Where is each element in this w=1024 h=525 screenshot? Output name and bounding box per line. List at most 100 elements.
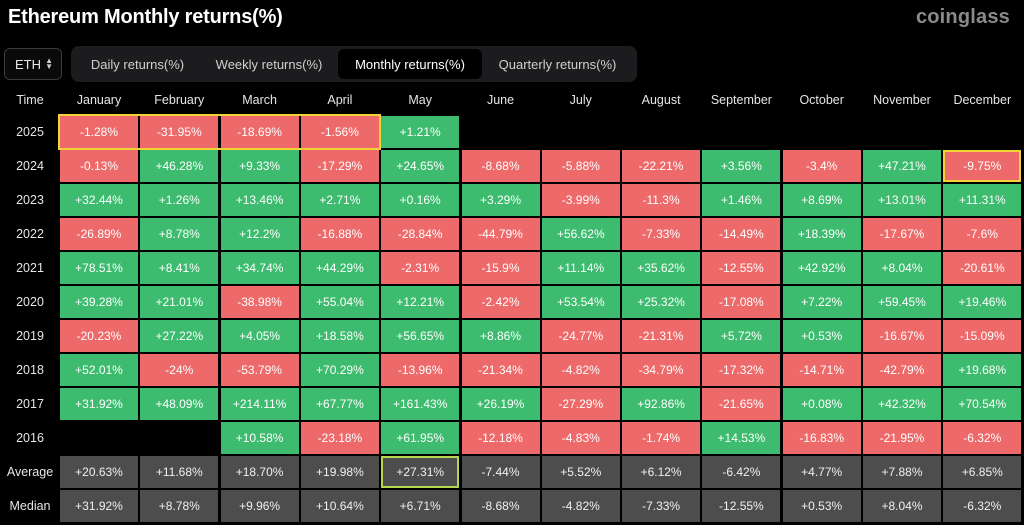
return-cell-2018-june: -21.34% xyxy=(461,354,540,386)
return-cell-2023-october: +8.69% xyxy=(782,184,861,216)
return-cell-2021-november: +8.04% xyxy=(863,252,941,284)
row-label-2016: 2016 xyxy=(16,431,44,445)
return-cell-2018-november: -42.79% xyxy=(863,354,941,386)
return-cell-2017-september: -21.65% xyxy=(702,388,781,420)
return-cell-2019-march: +4.05% xyxy=(220,320,299,352)
return-cell-2019-june: +8.86% xyxy=(461,320,540,352)
return-cell-2017-march: +214.11% xyxy=(220,388,299,420)
return-cell-2018-october: -14.71% xyxy=(782,354,861,386)
return-cell-2020-march: -38.98% xyxy=(220,286,299,318)
return-cell-2020-september: -17.08% xyxy=(702,286,781,318)
return-cell-2025-may: +1.21% xyxy=(381,116,460,148)
return-cell-2025-february: -31.95% xyxy=(140,116,219,148)
return-cell-2019-may: +56.65% xyxy=(381,320,460,352)
column-header-april: April xyxy=(327,93,353,107)
return-cell-2016-september: +14.53% xyxy=(702,422,781,454)
return-cell-2018-february: -24% xyxy=(140,354,219,386)
return-cell-2018-september: -17.32% xyxy=(702,354,781,386)
return-cell-2024-june: -8.68% xyxy=(461,150,540,182)
tab-monthly-returns[interactable]: Monthly returns(%) xyxy=(338,49,482,79)
return-cell-average-november: +7.88% xyxy=(863,456,941,488)
asset-select[interactable]: ETH ▲ ▼ xyxy=(4,48,62,80)
return-cell-2023-april: +2.71% xyxy=(300,184,379,216)
tab-weekly-returns[interactable]: Weekly returns(%) xyxy=(215,56,323,72)
return-cell-2023-february: +1.26% xyxy=(140,184,219,216)
return-cell-average-august: +6.12% xyxy=(622,456,701,488)
return-cell-2023-august: -11.3% xyxy=(622,184,701,216)
return-cell-2016-june: -12.18% xyxy=(461,422,540,454)
column-header-may: May xyxy=(408,93,432,107)
return-cell-2016-july: -4.83% xyxy=(541,422,620,454)
return-cell-2024-may: +24.65% xyxy=(381,150,460,182)
return-cell-2018-april: +70.29% xyxy=(300,354,379,386)
return-cell-2018-may: -13.96% xyxy=(381,354,460,386)
return-cell-2017-august: +92.86% xyxy=(622,388,701,420)
row-label-median: Median xyxy=(9,499,51,513)
return-cell-2020-october: +7.22% xyxy=(782,286,861,318)
return-cell-median-february: +8.78% xyxy=(140,490,219,522)
return-cell-2021-april: +44.29% xyxy=(300,252,379,284)
return-cell-2022-april: -16.88% xyxy=(300,218,379,250)
row-label-average: Average xyxy=(6,465,54,479)
row-label-2023: 2023 xyxy=(16,193,44,207)
return-cell-average-july: +5.52% xyxy=(541,456,620,488)
return-cell-2023-november: +13.01% xyxy=(863,184,941,216)
column-header-november: November xyxy=(873,93,931,107)
return-cell-2017-june: +26.19% xyxy=(461,388,540,420)
return-cell-median-april: +10.64% xyxy=(300,490,379,522)
monthly-returns-table: Time January February March April May June July… xyxy=(0,88,1024,525)
return-cell-2020-august: +25.32% xyxy=(622,286,701,318)
return-cell-2024-december: -9.75% xyxy=(943,150,1022,182)
return-cell-2024-october: -3.4% xyxy=(782,150,861,182)
row-label-2019: 2019 xyxy=(16,329,44,343)
column-header-october: October xyxy=(799,93,844,107)
return-cell-median-august: -7.33% xyxy=(622,490,701,522)
return-cell-2019-october: +0.53% xyxy=(782,320,861,352)
return-cell-median-november: +8.04% xyxy=(863,490,941,522)
return-cell-2019-september: +5.72% xyxy=(702,320,781,352)
return-cell-median-may: +6.71% xyxy=(381,490,460,522)
asset-select-value: ETH xyxy=(15,56,41,72)
return-cell-2021-july: +11.14% xyxy=(541,252,620,284)
return-cell-average-april: +19.98% xyxy=(300,456,379,488)
return-cell-2021-october: +42.92% xyxy=(782,252,861,284)
return-cell-2019-november: -16.67% xyxy=(863,320,941,352)
return-cell-2022-february: +8.78% xyxy=(140,218,219,250)
return-cell-average-october: +4.77% xyxy=(782,456,861,488)
return-cell-median-june: -8.68% xyxy=(461,490,540,522)
brand-logo: coinglass xyxy=(915,6,1010,28)
return-cell-2020-february: +21.01% xyxy=(140,286,219,318)
return-cell-2021-june: -15.9% xyxy=(461,252,540,284)
return-cell-2025-january: -1.28% xyxy=(60,116,138,148)
column-header-december: December xyxy=(953,93,1012,107)
return-cell-2023-january: +32.44% xyxy=(60,184,138,216)
return-cell-2022-january: -26.89% xyxy=(60,218,138,250)
return-cell-average-september: -6.42% xyxy=(702,456,781,488)
return-cell-2024-january: -0.13% xyxy=(60,150,138,182)
return-cell-2020-april: +55.04% xyxy=(300,286,379,318)
return-cell-2019-april: +18.58% xyxy=(300,320,379,352)
return-cell-2024-july: -5.88% xyxy=(541,150,620,182)
row-label-2022: 2022 xyxy=(16,227,44,241)
return-cell-2017-january: +31.92% xyxy=(60,388,138,420)
return-cell-2021-september: -12.55% xyxy=(702,252,781,284)
return-cell-2018-july: -4.82% xyxy=(541,354,620,386)
row-label-2021: 2021 xyxy=(16,261,44,275)
return-cell-2019-january: -20.23% xyxy=(60,320,138,352)
return-cell-2016-april: -23.18% xyxy=(300,422,379,454)
return-cell-2017-may: +161.43% xyxy=(381,388,460,420)
row-label-2025: 2025 xyxy=(16,125,44,139)
return-cell-2017-october: +0.08% xyxy=(782,388,861,420)
return-cell-2022-august: -7.33% xyxy=(622,218,701,250)
column-header-june: June xyxy=(486,93,515,107)
tab-quarterly-returns[interactable]: Quarterly returns(%) xyxy=(498,56,617,72)
return-cell-2020-november: +59.45% xyxy=(863,286,941,318)
return-cell-2023-june: +3.29% xyxy=(461,184,540,216)
return-cell-2024-april: -17.29% xyxy=(300,150,379,182)
column-header-january: January xyxy=(76,93,122,107)
row-label-2017: 2017 xyxy=(16,397,44,411)
return-cell-2023-july: -3.99% xyxy=(541,184,620,216)
return-cell-median-march: +9.96% xyxy=(220,490,299,522)
tab-daily-returns[interactable]: Daily returns(%) xyxy=(90,56,185,72)
column-header-september: September xyxy=(710,93,772,107)
